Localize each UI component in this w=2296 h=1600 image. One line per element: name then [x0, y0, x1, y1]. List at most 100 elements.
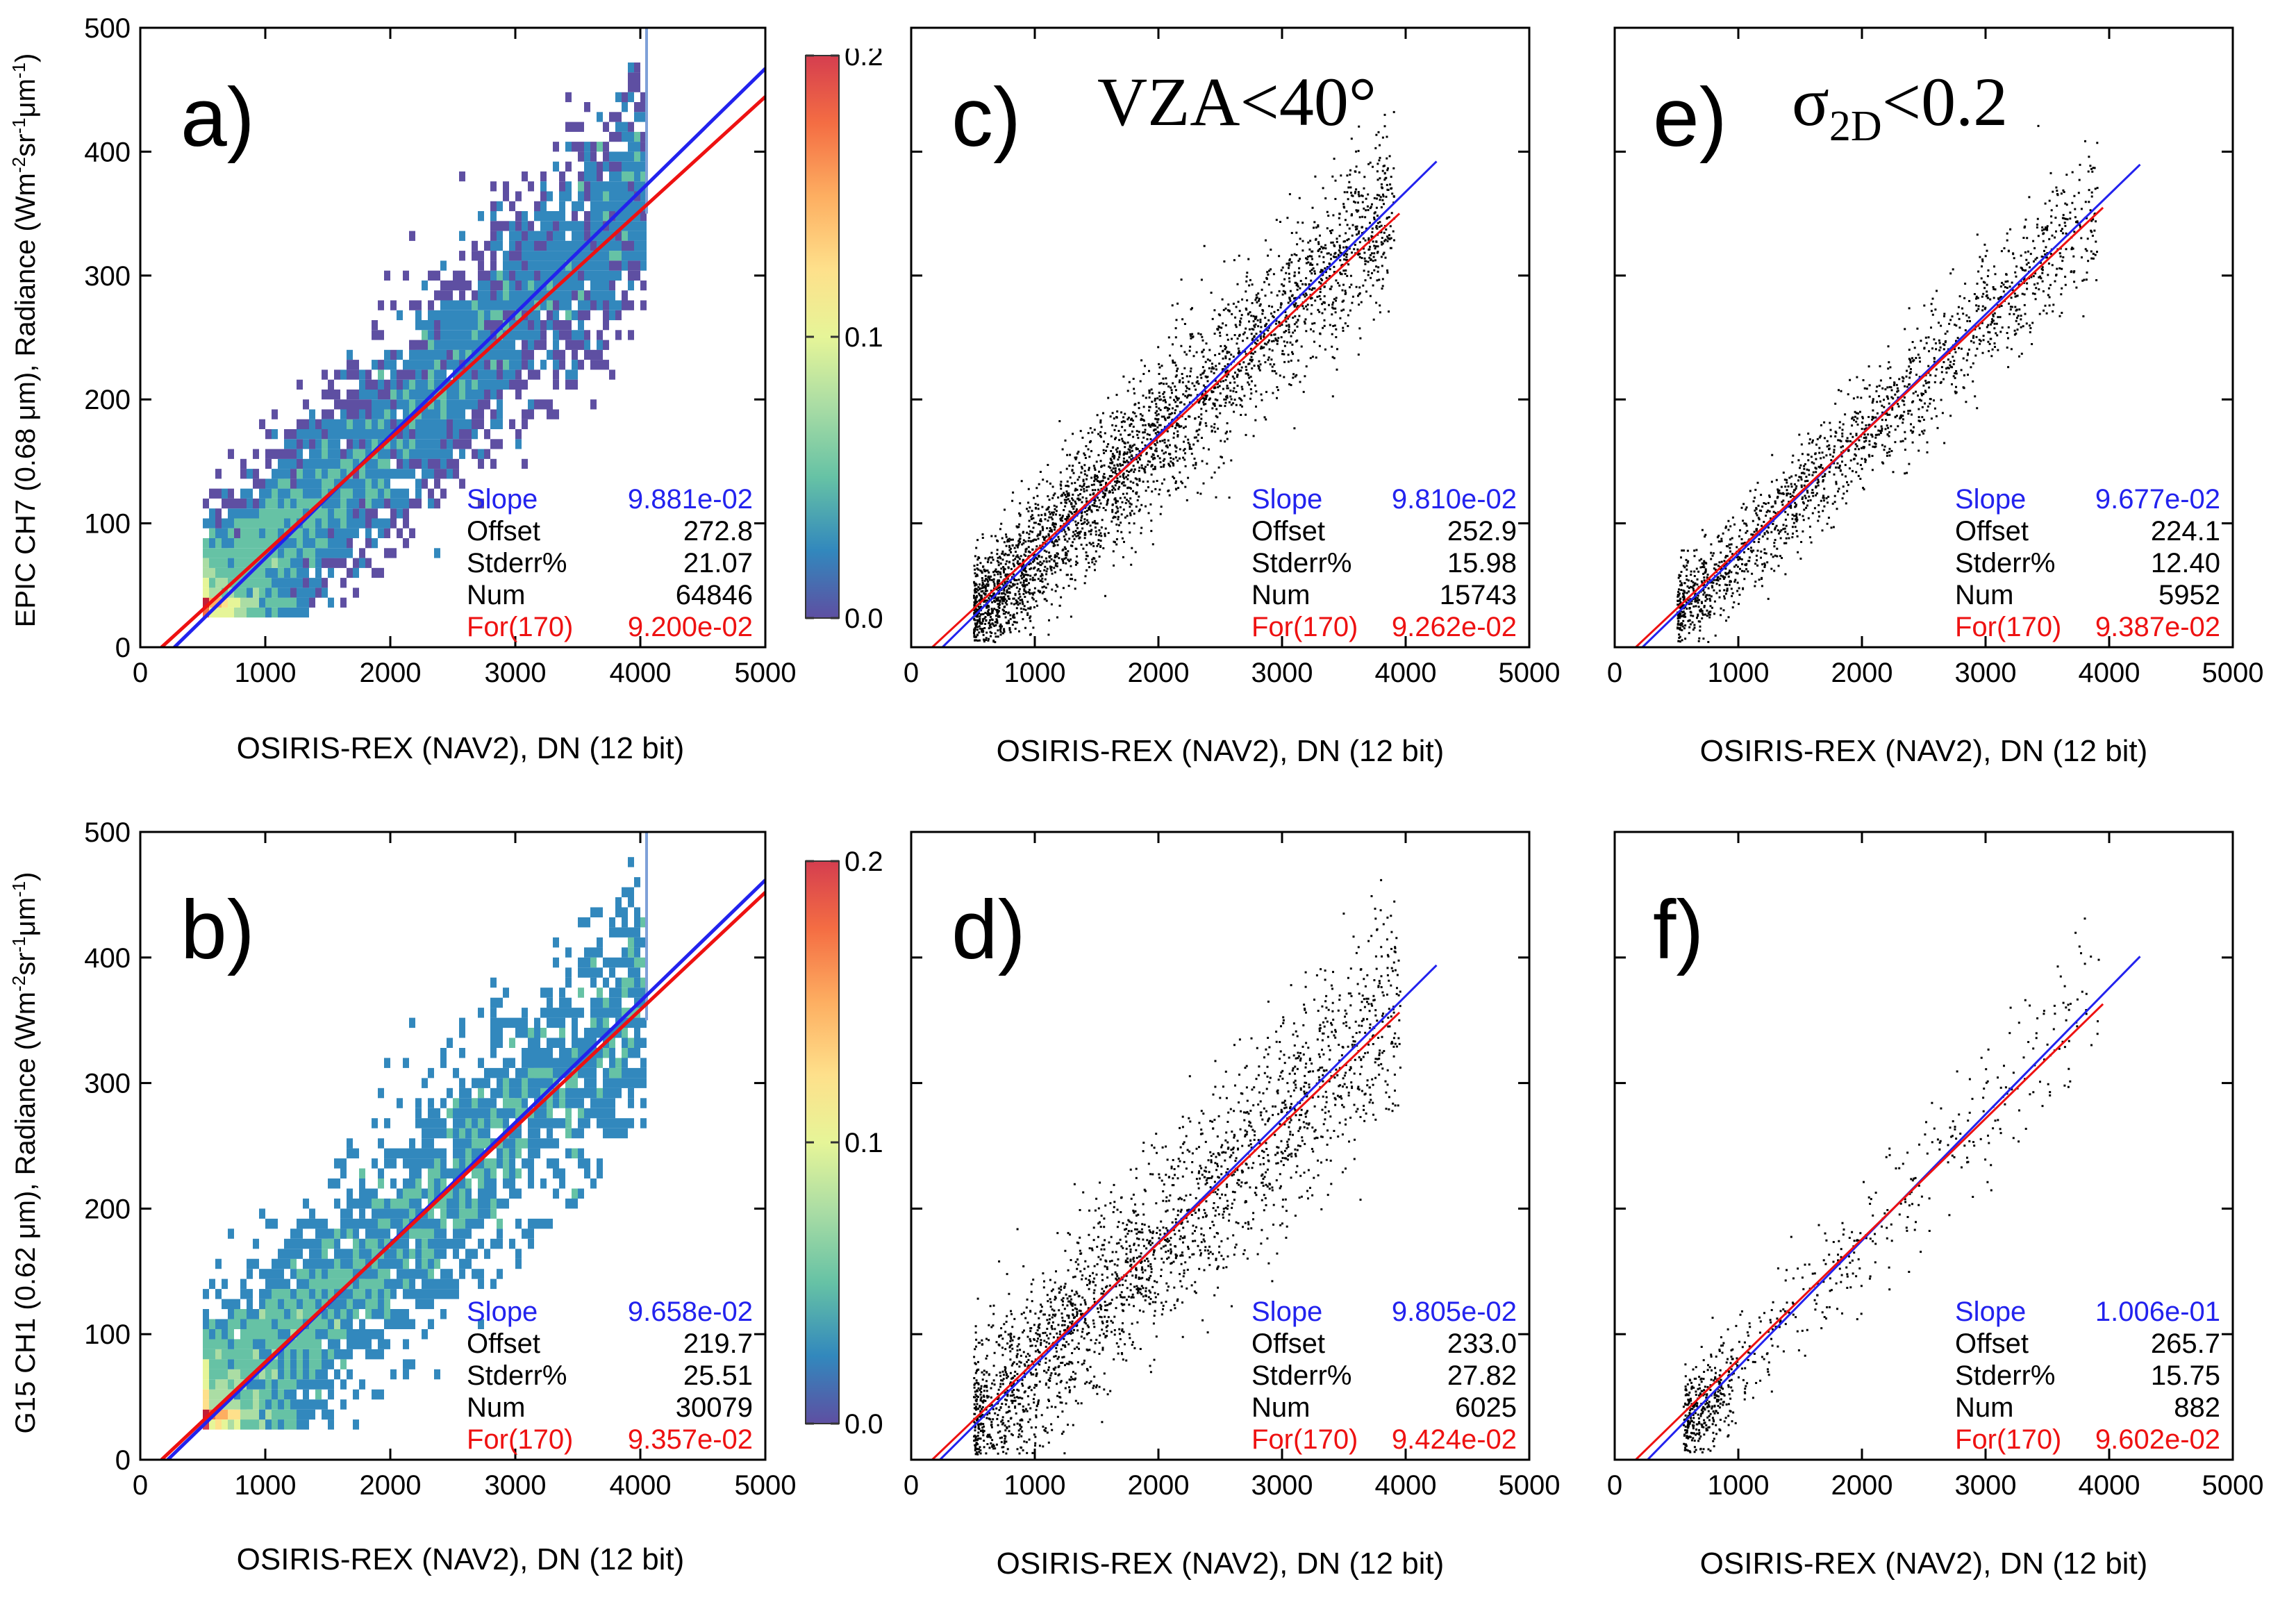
heatmap-cell — [228, 1399, 234, 1410]
heatmap-cell — [322, 1258, 328, 1269]
heatmap-cell — [359, 469, 365, 479]
heatmap-cell — [565, 947, 572, 958]
heatmap-cell — [515, 330, 522, 340]
heatmap-cell — [609, 221, 615, 231]
heatmap-cell — [297, 548, 303, 558]
heatmap-cell — [322, 1218, 328, 1229]
heatmap-cell — [478, 300, 484, 310]
heatmap-cell — [203, 1329, 209, 1340]
stat-value-num: 6025 — [1455, 1392, 1517, 1423]
heatmap-cell — [284, 588, 290, 598]
heatmap-cell — [465, 419, 472, 429]
heatmap-cell — [228, 1349, 234, 1360]
heatmap-cell — [340, 369, 347, 380]
heatmap-cell — [247, 1309, 253, 1319]
heatmap-cell — [415, 389, 422, 400]
heatmap-cell — [622, 191, 628, 201]
heatmap-cell — [628, 1098, 634, 1108]
heatmap-cell — [222, 1369, 228, 1380]
heatmap-cell — [347, 1188, 353, 1199]
heatmap-cell — [459, 1088, 465, 1099]
heatmap-cell — [303, 1258, 309, 1269]
heatmap-cell — [340, 449, 347, 459]
heatmap-cell — [465, 1249, 472, 1259]
heatmap-cell — [384, 1299, 390, 1310]
heatmap-cell — [615, 1067, 622, 1078]
heatmap-cell — [397, 469, 403, 479]
heatmap-cell — [497, 231, 503, 241]
heatmap-cell — [453, 1108, 459, 1119]
heatmap-cell — [622, 151, 628, 162]
panel-c-xlabel: OSIRIS-REX (NAV2), DN (12 bit) — [997, 734, 1445, 768]
heatmap-cell — [259, 1419, 265, 1430]
heatmap-cell — [572, 1198, 578, 1209]
heatmap-cell — [590, 349, 597, 360]
heatmap-cell — [422, 1148, 428, 1159]
heatmap-cell — [472, 409, 478, 419]
heatmap-cell — [390, 1218, 397, 1229]
heatmap-cell — [284, 1349, 290, 1360]
heatmap-cell — [559, 211, 565, 222]
heatmap-cell — [372, 360, 378, 370]
heatmap-cell — [215, 1379, 222, 1390]
heatmap-cell — [378, 1168, 384, 1178]
heatmap-cell — [390, 1178, 397, 1189]
heatmap-cell — [397, 1269, 403, 1279]
heatmap-cell — [365, 469, 372, 479]
heatmap-cell — [434, 548, 440, 558]
stat-value-offset: 233.0 — [1447, 1328, 1517, 1359]
heatmap-cell — [322, 469, 328, 479]
heatmap-cell — [328, 567, 334, 578]
heatmap-cell — [290, 578, 297, 588]
heatmap-cell — [240, 1278, 247, 1290]
heatmap-cell — [228, 1299, 234, 1310]
heatmap-cell — [284, 1329, 290, 1340]
heatmap-cell — [340, 488, 347, 499]
heatmap-cell — [384, 1319, 390, 1329]
heatmap-cell — [615, 221, 622, 231]
heatmap-cell — [265, 1419, 272, 1430]
heatmap-cell — [290, 449, 297, 459]
panel-e-ticks: 0 1000 2000 3000 4000 5000 — [1607, 26, 2263, 688]
heatmap-cell — [259, 1399, 265, 1410]
heatmap-cell — [403, 1218, 409, 1229]
heatmap-cell — [334, 558, 340, 568]
heatmap-cell — [415, 1178, 422, 1189]
heatmap-cell — [334, 518, 340, 528]
heatmap-cell — [528, 251, 534, 261]
heatmap-cell — [247, 508, 253, 519]
heatmap-cell — [340, 1289, 347, 1299]
heatmap-cell — [334, 1299, 340, 1310]
stat-value-forced: 9.424e-02 — [1392, 1424, 1517, 1455]
heatmap-cell — [547, 1017, 553, 1028]
heatmap-cell — [522, 171, 528, 182]
heatmap-cell — [403, 469, 409, 479]
heatmap-cell — [297, 1369, 303, 1380]
heatmap-cell — [247, 1389, 253, 1400]
heatmap-cell — [247, 1258, 253, 1269]
heatmap-cell — [347, 1228, 353, 1239]
heatmap-cell — [484, 399, 490, 410]
heatmap-cell — [259, 528, 265, 538]
heatmap-cell — [584, 349, 590, 360]
heatmap-cell — [228, 1319, 234, 1329]
heatmap-cell — [472, 330, 478, 340]
heatmap-cell — [534, 1128, 540, 1139]
heatmap-cell — [372, 1158, 378, 1169]
heatmap-cell — [278, 548, 284, 558]
heatmap-cell — [390, 1208, 397, 1219]
heatmap-cell — [290, 498, 297, 509]
heatmap-cell — [384, 548, 390, 558]
heatmap-cell — [228, 597, 234, 608]
heatmap-cell — [240, 1419, 247, 1430]
stat-label-offset: Offset — [467, 516, 540, 547]
heatmap-cell — [484, 340, 490, 350]
heatmap-cell — [303, 1289, 309, 1299]
heatmap-cell — [372, 409, 378, 419]
heatmap-cell — [384, 429, 390, 440]
heatmap-cell — [522, 1017, 528, 1028]
heatmap-cell — [409, 439, 415, 449]
heatmap-cell — [322, 389, 328, 400]
heatmap-cell — [478, 1188, 484, 1199]
heatmap-cell — [597, 1028, 603, 1038]
